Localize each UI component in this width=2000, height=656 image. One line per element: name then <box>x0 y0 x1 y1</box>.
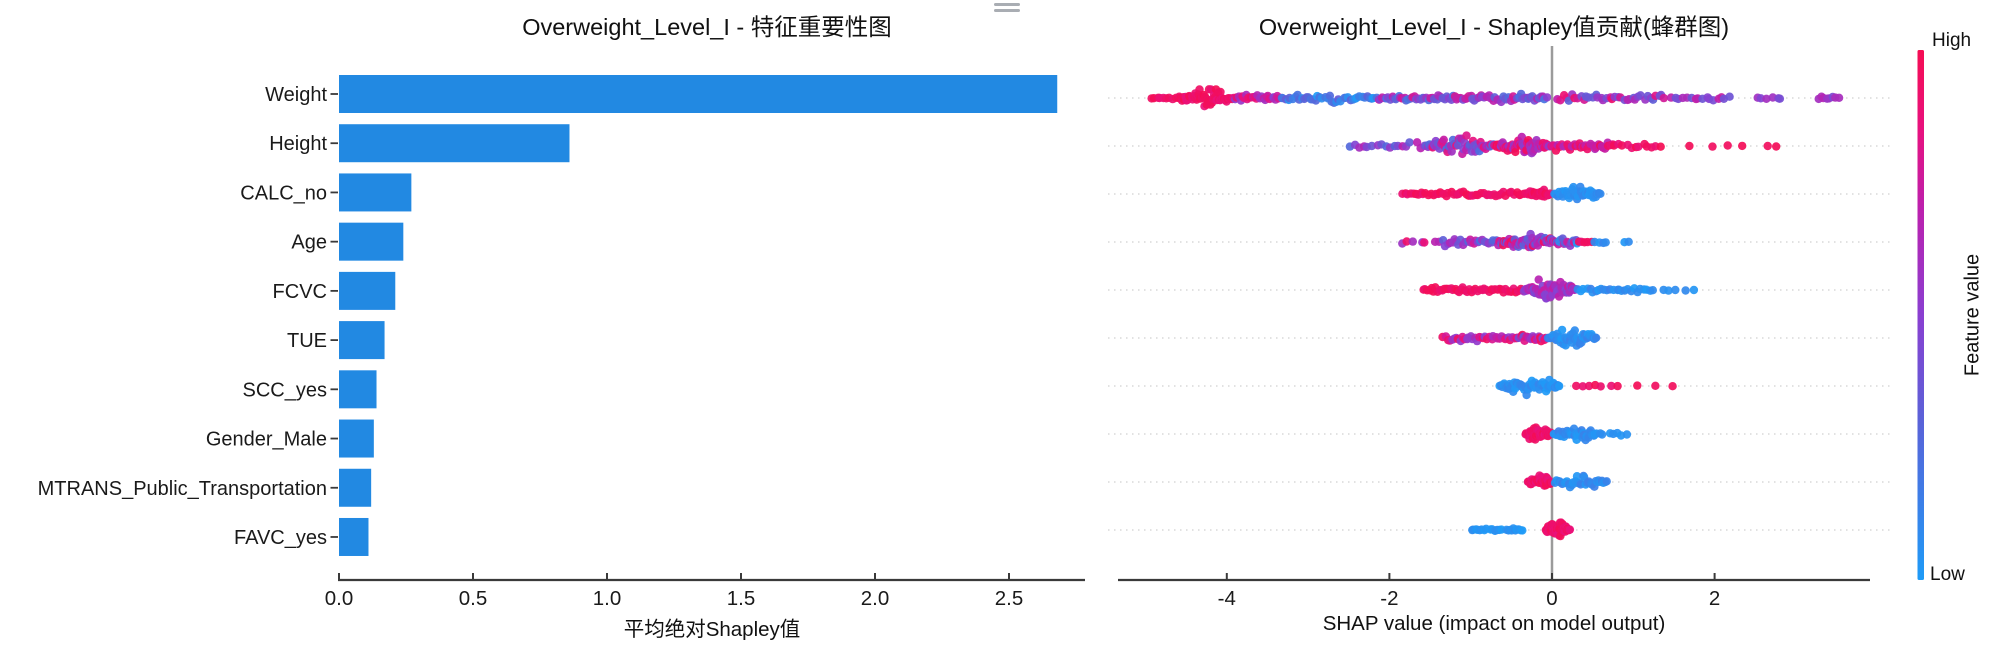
beeswarm-row-Height <box>1345 131 1781 159</box>
colorbar-low-label: Low <box>1930 564 1965 585</box>
beeswarm-row-Age <box>1398 229 1633 252</box>
importance-bar-SCC_yes <box>339 370 377 409</box>
left-ytick-label: TUE <box>287 330 327 352</box>
importance-bar-MTRANS_Public_Transportation <box>339 468 372 507</box>
right-xtick-label: -2 <box>1380 587 1398 610</box>
left-xtick-label: 1.0 <box>593 587 622 610</box>
left-xtick-label: 0.0 <box>325 587 354 610</box>
beeswarm-row-FAVC_yes <box>1468 518 1575 541</box>
beeswarm-row-SCC_yes <box>1495 375 1677 400</box>
left-ytick-label: FAVC_yes <box>234 527 327 549</box>
importance-bar-CALC_no <box>339 173 412 212</box>
left-xtick-label: 1.5 <box>727 587 756 610</box>
importance-bar-Height <box>339 124 570 163</box>
clipped-ui-artifact-top <box>994 3 1020 6</box>
importance-bar-TUE <box>339 321 385 360</box>
left-ytick-label: FCVC <box>273 281 327 303</box>
right-x-axis: -4 -2 0 2 <box>1118 573 1870 610</box>
importance-bar-FCVC <box>339 271 396 310</box>
right-xtick-label: 2 <box>1709 587 1720 610</box>
importance-bar-FAVC_yes <box>339 517 369 556</box>
clipped-ui-artifact-bottom <box>994 9 1020 12</box>
left-ytick-label: MTRANS_Public_Transportation <box>38 478 327 500</box>
left-ytick-label: CALC_no <box>240 182 327 204</box>
right-xaxis-label: SHAP value (impact on model output) <box>1322 612 1666 635</box>
colorbar-high-label: High <box>1932 30 1972 51</box>
right-xtick-label: -4 <box>1218 587 1236 610</box>
importance-bar-Weight <box>339 75 1058 113</box>
importance-bar-Age <box>339 222 404 261</box>
beeswarm-row-TUE <box>1438 325 1601 350</box>
left-ytick-label: Height <box>269 133 327 155</box>
importance-bar-Gender_Male <box>339 419 374 458</box>
beeswarm-row-FCVC <box>1419 275 1699 303</box>
beeswarm-row-Weight <box>1147 85 1844 111</box>
left-ytick-label: Gender_Male <box>206 429 327 451</box>
left-xtick-label: 0.5 <box>459 587 488 610</box>
beeswarm-points <box>1147 85 1844 541</box>
left-x-axis: 0.0 0.5 1.0 1.5 2.0 2.5 <box>325 573 1085 610</box>
left-ytick-label: Weight <box>265 84 327 106</box>
feature-value-colorbar <box>1917 50 1924 580</box>
right-chart-title: Overweight_Level_I - Shapley值贡献(蜂群图) <box>1258 14 1730 40</box>
right-xtick-label: 0 <box>1546 587 1557 610</box>
beeswarm-gridlines <box>1108 97 1893 531</box>
left-ytick-labels: Weight Height CALC_no Age FCVC TUE SCC_yes Gend… <box>38 84 338 549</box>
importance-bars <box>339 75 1058 556</box>
beeswarm-row-Gender_Male <box>1521 423 1632 445</box>
left-ytick-label: Age <box>291 232 327 254</box>
left-xtick-label: 2.0 <box>861 587 890 610</box>
colorbar-title: Feature value <box>1961 253 1984 377</box>
left-xtick-label: 2.5 <box>995 587 1024 610</box>
left-ytick-label: SCC_yes <box>243 379 327 401</box>
left-chart-title: Overweight_Level_I - 特征重要性图 <box>522 14 892 40</box>
left-xaxis-label: 平均绝对Shapley值 <box>623 618 801 641</box>
beeswarm-row-CALC_no <box>1398 182 1605 204</box>
beeswarm-row-MTRANS_Public_Transportation <box>1523 471 1611 492</box>
